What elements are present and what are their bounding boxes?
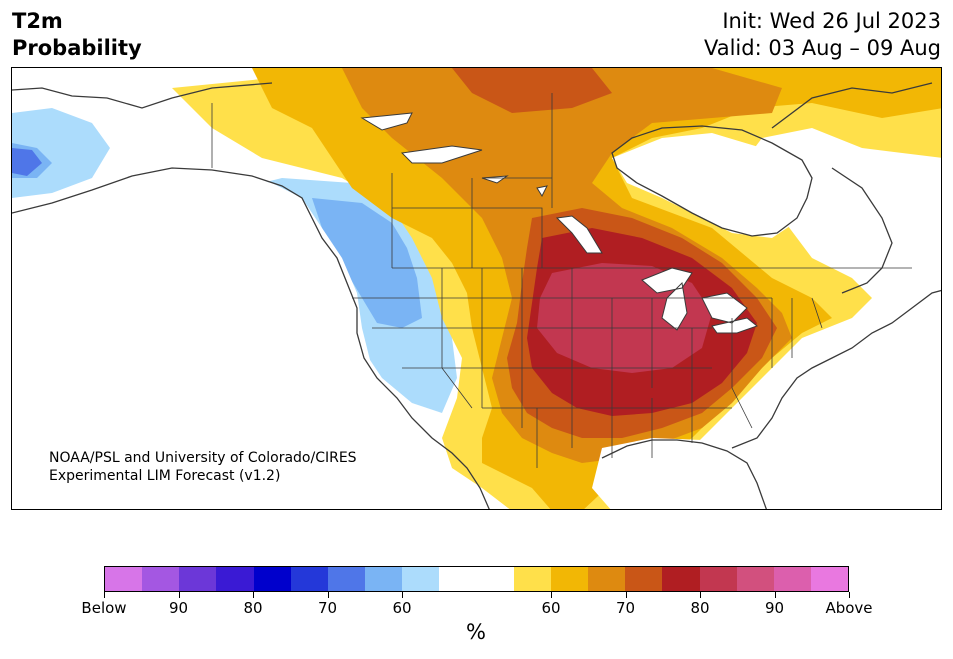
- probability-map: [11, 67, 942, 510]
- colorbar-tick-label: Above: [825, 599, 873, 617]
- colorbar-segment: [588, 567, 626, 591]
- northern-lakes: [360, 112, 548, 198]
- colorbar-segment: [179, 567, 217, 591]
- colorbar-unit: %: [466, 620, 486, 644]
- colorbar-tick-label: Below: [81, 599, 127, 617]
- colorbar-tick-label: 80: [243, 599, 263, 617]
- colorbar-segment: [253, 567, 291, 591]
- colorbar-segment: [216, 567, 254, 591]
- colorbar-tick-label: 80: [690, 599, 710, 617]
- colorbar-tick: [327, 592, 329, 598]
- colorbar-segment: [105, 567, 143, 591]
- colorbar-tick-label: 60: [541, 599, 561, 617]
- atlantic-water: [772, 163, 941, 509]
- valid-range: Valid: 03 Aug – 09 Aug: [703, 36, 941, 60]
- title-variable: T2m: [12, 9, 63, 33]
- colorbar-segment: [699, 567, 737, 591]
- title-type: Probability: [12, 36, 142, 60]
- colorbar-tick: [104, 592, 105, 598]
- credit-line-1: NOAA/PSL and University of Colorado/CIRE…: [49, 450, 357, 466]
- colorbar-segment: [142, 567, 180, 591]
- colorbar-tick-label: 90: [764, 599, 785, 617]
- colorbar-segment: [625, 567, 663, 591]
- map-title: T2m Probability: [12, 8, 142, 62]
- political-borders: [211, 93, 912, 468]
- map-canvas: [12, 68, 941, 509]
- colorbar: [104, 566, 849, 592]
- cold-zone-dark: [12, 148, 42, 176]
- colorbar-segment: [365, 567, 403, 591]
- colorbar-tick: [253, 592, 254, 598]
- colorbar-tick-label: 60: [392, 599, 412, 617]
- colorbar-segment: [550, 567, 589, 591]
- great-lakes: [555, 215, 759, 334]
- colorbar-tick-label: 70: [615, 599, 636, 617]
- colorbar-tick: [849, 592, 850, 598]
- hudson-bay: [612, 133, 812, 238]
- colorbar-segment: [773, 567, 811, 591]
- colorbar-tick: [774, 592, 776, 598]
- colorbar-segment: [662, 567, 700, 591]
- colorbar-tick: [625, 592, 627, 598]
- colorbar-segment: [327, 567, 366, 591]
- colorbar-segment: [290, 567, 328, 591]
- forecast-dates: Init: Wed 26 Jul 2023 Valid: 03 Aug – 09…: [704, 8, 941, 62]
- colorbar-tick-label: 70: [317, 599, 338, 617]
- credit-text: NOAA/PSL and University of Colorado/CIRE…: [49, 449, 357, 485]
- cold-zone-light: [12, 108, 457, 413]
- colorbar-tick-label: 90: [168, 599, 189, 617]
- credit-line-2: Experimental LIM Forecast (v1.2): [49, 468, 281, 484]
- colorbar-segment: [439, 567, 477, 591]
- colorbar-segment: [513, 567, 551, 591]
- colorbar-tick: [402, 592, 403, 598]
- colorbar-segment: [476, 567, 514, 591]
- colorbar-segment: [736, 567, 774, 591]
- pacific-water: [12, 168, 481, 509]
- cold-zone-mid: [12, 143, 422, 328]
- colorbar-tick: [700, 592, 701, 598]
- coastline: [12, 82, 941, 509]
- gulf-water: [592, 438, 771, 509]
- colorbar-tick: [178, 592, 180, 598]
- colorbar-segment: [402, 567, 440, 591]
- init-date: Init: Wed 26 Jul 2023: [722, 9, 941, 33]
- colorbar-segment: [810, 567, 849, 591]
- colorbar-tick: [551, 592, 552, 598]
